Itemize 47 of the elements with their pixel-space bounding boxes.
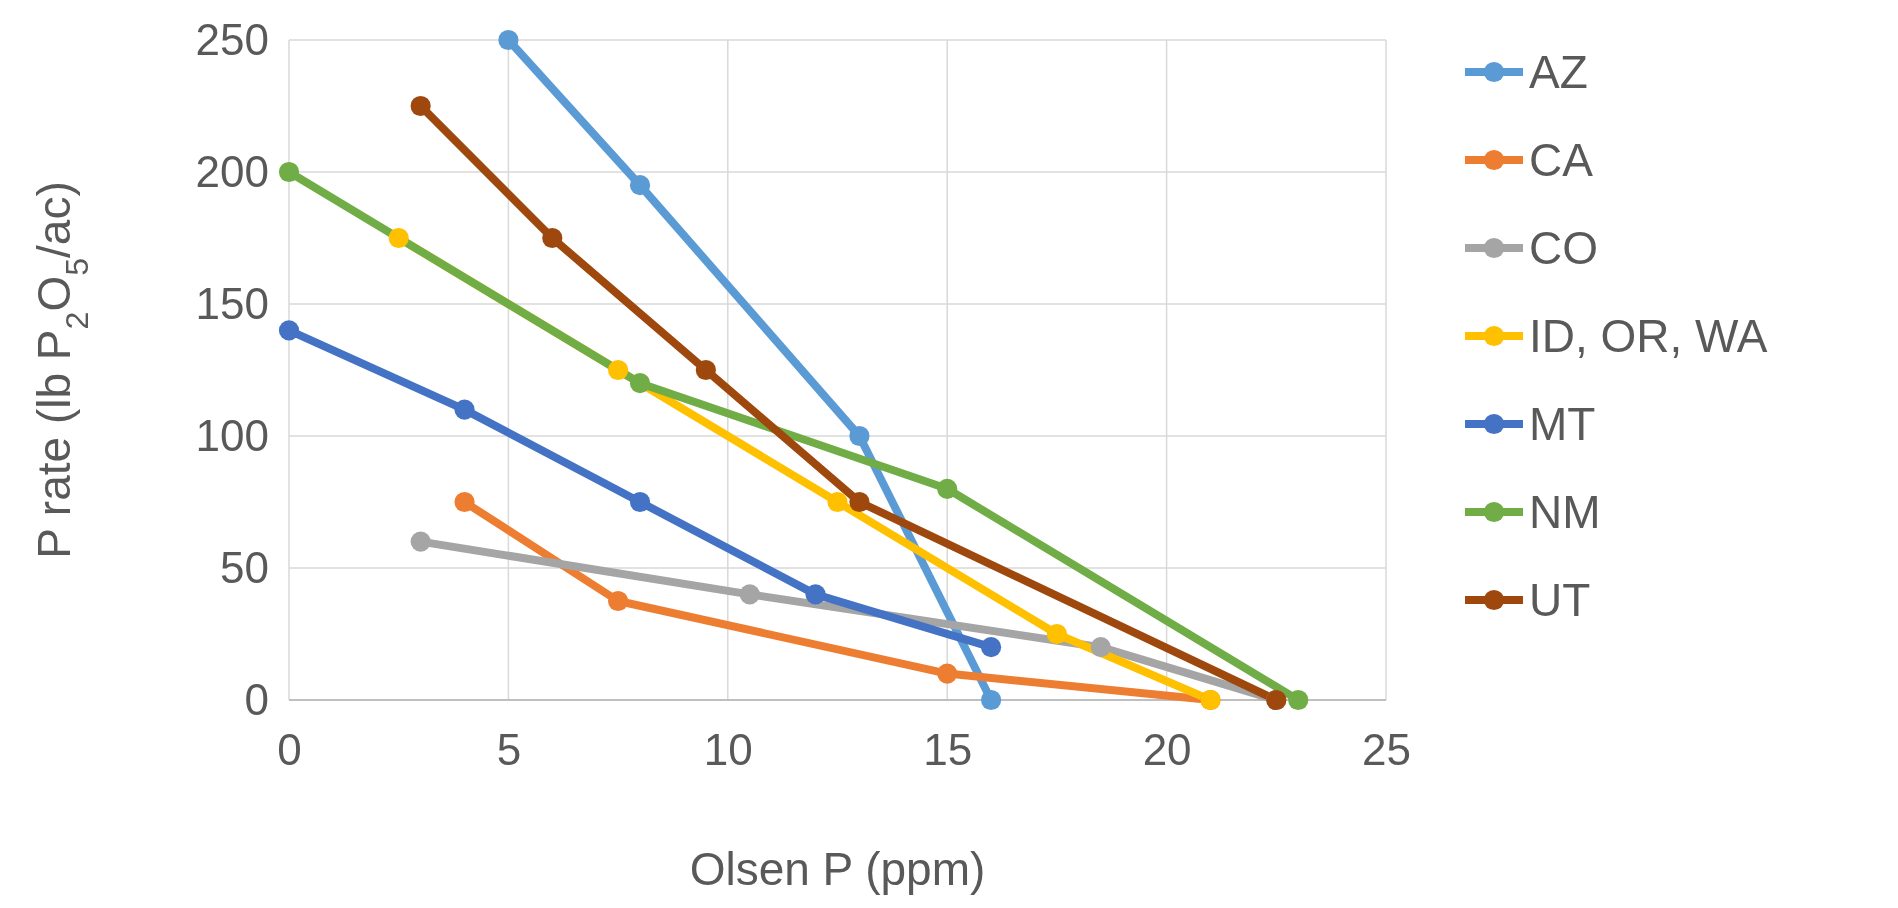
point <box>410 95 431 117</box>
point <box>739 584 760 605</box>
legend-label: ID, OR, WA <box>1529 310 1768 363</box>
legend-label: MT <box>1529 398 1596 451</box>
x-tick-label: 10 <box>703 724 753 774</box>
point <box>542 227 563 249</box>
point <box>937 478 958 499</box>
point <box>278 161 300 183</box>
x-axis-title: Olsen P (ppm) <box>689 843 986 895</box>
legend-label: CA <box>1529 134 1594 187</box>
point <box>937 663 958 684</box>
x-tick-label: 0 <box>277 724 302 774</box>
point <box>849 491 870 513</box>
point <box>695 359 716 381</box>
x-tick-label: 15 <box>923 724 973 774</box>
point <box>629 373 651 394</box>
x-tick-label: 25 <box>1362 724 1411 774</box>
legend-label: NM <box>1529 486 1601 539</box>
point <box>629 491 651 513</box>
point <box>388 227 409 249</box>
point <box>410 531 431 552</box>
point <box>1046 623 1067 645</box>
point <box>454 399 475 420</box>
x-tick-label: 20 <box>1142 724 1192 774</box>
point <box>608 590 629 612</box>
point <box>608 359 629 381</box>
point <box>980 689 1002 711</box>
point <box>498 29 519 51</box>
x-tick-label: 5 <box>496 724 522 774</box>
y-tick-label: 100 <box>195 410 269 460</box>
point <box>980 637 1002 658</box>
point <box>849 425 870 447</box>
point <box>805 584 826 605</box>
point <box>1090 637 1111 658</box>
y-tick-label: 150 <box>195 278 269 328</box>
point <box>454 491 475 513</box>
point <box>629 175 651 196</box>
point <box>278 320 300 341</box>
legend-label: AZ <box>1529 46 1588 99</box>
y-tick-label: 200 <box>195 146 269 196</box>
legend-label: CO <box>1529 222 1598 275</box>
point <box>1288 689 1309 711</box>
point <box>827 491 848 513</box>
y-tick-label: 250 <box>195 14 269 64</box>
y-tick-label: 50 <box>220 542 269 592</box>
legend-label: UT <box>1529 574 1591 627</box>
y-tick-label: 0 <box>244 674 269 724</box>
